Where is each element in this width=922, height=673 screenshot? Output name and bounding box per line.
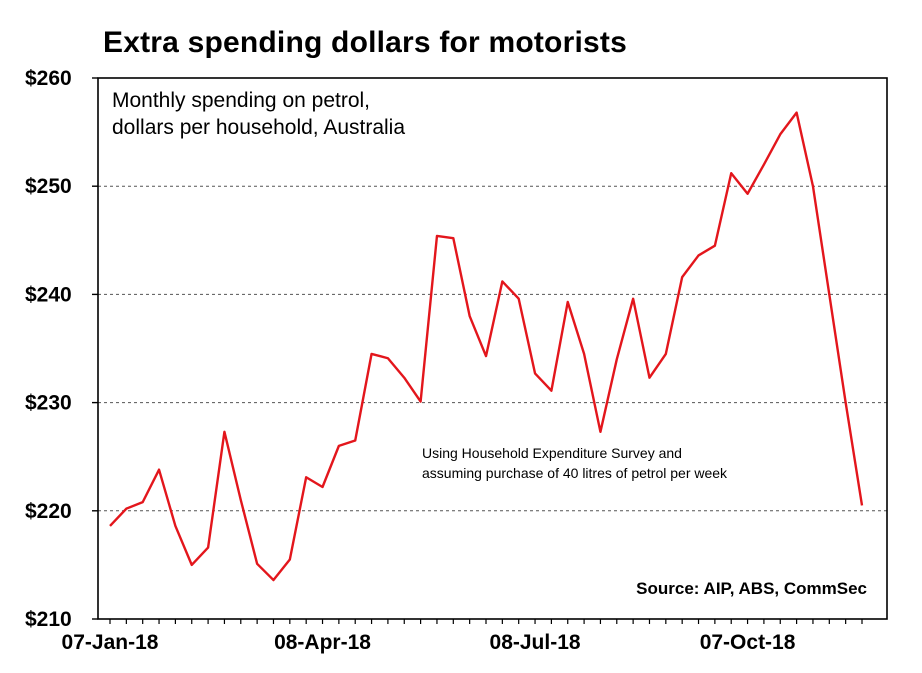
x-tick-label: 07-Jan-18	[62, 631, 159, 654]
x-tick-label: 07-Oct-18	[700, 631, 796, 654]
series-line-petrol-spending	[109, 111, 864, 582]
y-tick-label: $250	[25, 175, 72, 198]
x-axis: 07-Jan-18 08-Apr-18 08-Jul-18 07-Oct-18	[62, 619, 863, 654]
chart-title: Extra spending dollars for motorists	[103, 26, 627, 59]
y-tick-label: $230	[25, 392, 72, 415]
x-tick-label: 08-Apr-18	[274, 631, 371, 654]
y-tick-label: $240	[25, 283, 72, 306]
y-axis: $210 $220 $230 $240 $250 $260	[25, 67, 98, 631]
y-tick-label: $260	[25, 67, 72, 90]
annotation-line-1: Using Household Expenditure Survey and	[422, 445, 682, 461]
y-tick-label: $210	[25, 608, 72, 631]
chart-subtitle-line-2: dollars per household, Australia	[112, 116, 405, 139]
x-tick-label: 08-Jul-18	[490, 631, 581, 654]
y-tick-label: $220	[25, 500, 72, 523]
gridlines	[98, 185, 887, 512]
chart-subtitle-line-1: Monthly spending on petrol,	[112, 89, 370, 112]
plot-frame	[97, 77, 888, 620]
annotation-line-2: assuming purchase of 40 litres of petrol…	[422, 465, 728, 481]
source-note: Source: AIP, ABS, CommSec	[636, 579, 867, 598]
